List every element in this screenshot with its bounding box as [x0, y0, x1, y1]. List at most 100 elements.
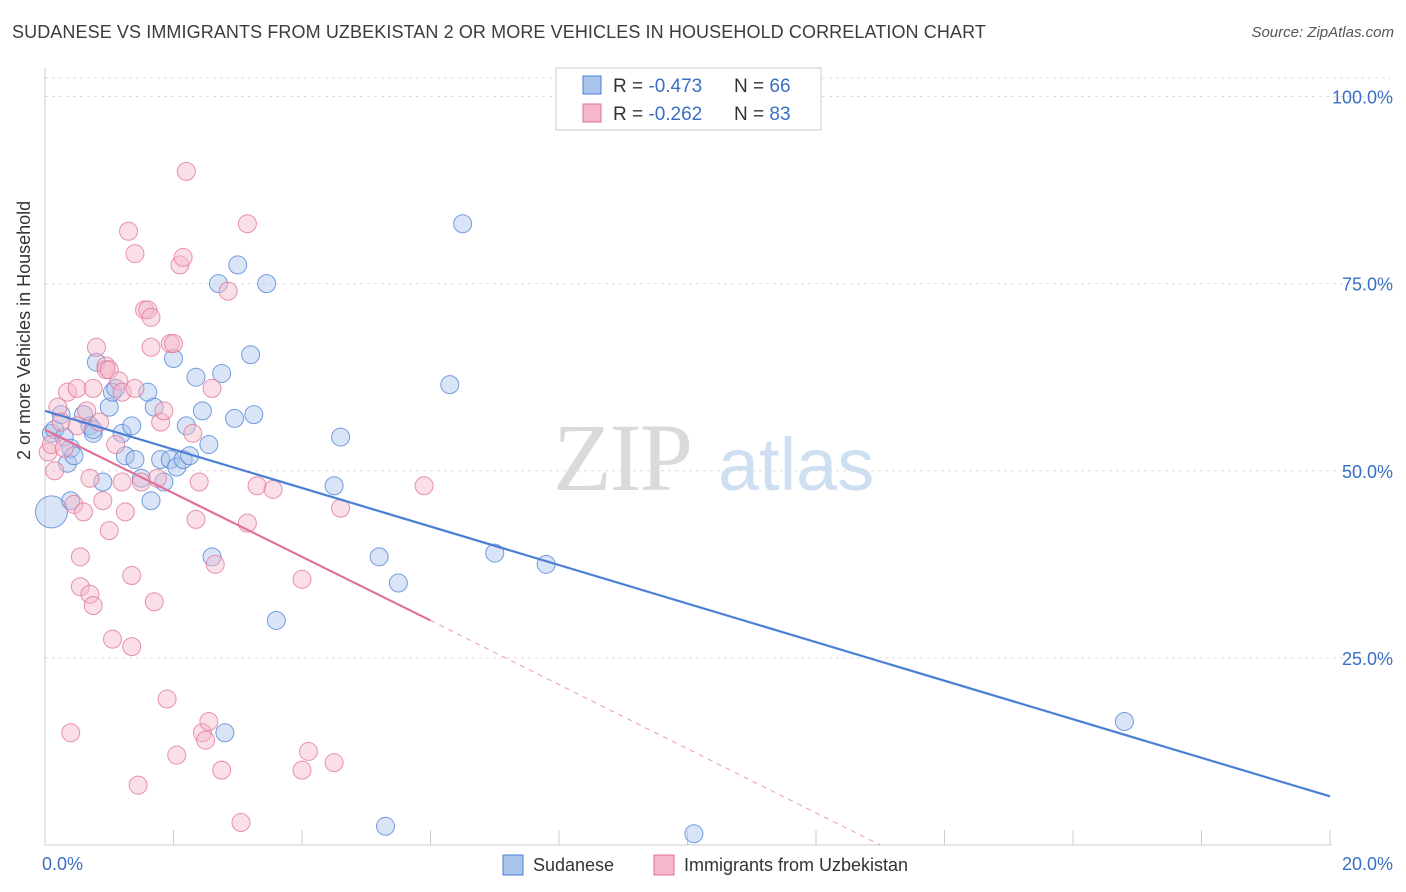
x-tick-label-1: 20.0%	[1342, 854, 1393, 874]
axes	[44, 68, 1332, 846]
point-sudanese-57	[1114, 711, 1134, 731]
point-uzbekistan-42	[141, 307, 161, 327]
point-uzbekistan-65	[237, 214, 257, 234]
point-uzbekistan-21	[93, 491, 113, 511]
point-uzbekistan-14	[77, 401, 97, 421]
point-uzbekistan-35	[125, 244, 145, 264]
legend-label-uzbekistan: Immigrants from Uzbekistan	[684, 855, 908, 875]
point-uzbekistan-32	[119, 221, 139, 241]
point-sudanese-7	[61, 491, 81, 511]
point-sudanese-20	[122, 416, 142, 436]
point-sudanese-34	[186, 367, 206, 387]
point-uzbekistan-17	[83, 595, 103, 615]
trend-line-1	[44, 428, 431, 622]
stats-swatch-sudanese	[582, 75, 602, 95]
data-points	[34, 161, 1134, 844]
point-sudanese-36	[199, 435, 219, 455]
point-uzbekistan-11	[70, 547, 90, 567]
point-sudanese-15	[99, 397, 119, 417]
point-uzbekistan-2	[45, 461, 65, 481]
y-tick-label-0: 25.0%	[1342, 649, 1393, 669]
series-legend: Sudanese Immigrants from Uzbekistan	[502, 854, 908, 876]
point-sudanese-47	[324, 476, 344, 496]
point-sudanese-9	[74, 405, 94, 425]
point-uzbekistan-71	[298, 741, 318, 761]
point-uzbekistan-34	[122, 637, 142, 657]
y-tick-label-3: 100.0%	[1332, 88, 1393, 108]
point-sudanese-24	[141, 491, 161, 511]
point-uzbekistan-59	[199, 711, 219, 731]
trend-lines	[44, 409, 1331, 846]
point-uzbekistan-33	[122, 566, 142, 586]
legend-swatch-sudanese	[502, 854, 524, 876]
point-uzbekistan-52	[173, 247, 193, 267]
point-sudanese-29	[164, 348, 183, 368]
legend-swatch-uzbekistan	[653, 854, 675, 876]
watermark: ZIP atlas	[553, 404, 874, 511]
point-uzbekistan-53	[176, 161, 196, 181]
point-sudanese-19	[115, 446, 135, 466]
point-sudanese-41	[225, 408, 245, 428]
point-uzbekistan-28	[109, 371, 129, 391]
point-uzbekistan-47	[157, 689, 177, 709]
point-uzbekistan-18	[83, 378, 103, 398]
point-uzbekistan-46	[154, 401, 174, 421]
point-uzbekistan-9	[67, 378, 87, 398]
point-uzbekistan-31	[115, 502, 135, 522]
stats-r-value-2: -0.262	[648, 104, 702, 125]
stats-legend: R = -0.473 N = 66 R = -0.262 N = 83	[555, 67, 822, 131]
point-uzbekistan-19	[86, 337, 106, 357]
point-uzbekistan-54	[183, 423, 203, 443]
svg-text:R = -0.473: R = -0.473	[613, 76, 702, 97]
point-uzbekistan-1	[41, 435, 61, 455]
point-sudanese-31	[173, 450, 193, 470]
point-sudanese-30	[167, 457, 187, 477]
point-uzbekistan-41	[141, 337, 161, 357]
point-uzbekistan-45	[151, 412, 171, 432]
point-uzbekistan-24	[99, 360, 119, 380]
point-sudanese-54	[485, 543, 505, 563]
svg-text:N = 83: N = 83	[734, 104, 791, 125]
point-uzbekistan-72	[324, 753, 344, 773]
point-sudanese-32	[176, 416, 196, 436]
point-uzbekistan-58	[196, 730, 216, 750]
point-sudanese-39	[212, 363, 232, 383]
stats-r-label-1: R =	[613, 76, 648, 97]
stats-n-value-1: 66	[769, 76, 790, 97]
point-uzbekistan-38	[131, 472, 151, 492]
point-sudanese-49	[369, 547, 389, 567]
point-sudanese-50	[376, 816, 396, 836]
point-uzbekistan-25	[99, 521, 119, 541]
point-uzbekistan-67	[247, 476, 267, 496]
point-uzbekistan-26	[102, 629, 122, 649]
point-uzbekistan-49	[164, 334, 183, 354]
source-label: Source: ZipAtlas.com	[1251, 24, 1394, 41]
point-uzbekistan-13	[74, 502, 94, 522]
x-tick-label-0: 0.0%	[42, 854, 83, 874]
point-sudanese-0	[34, 495, 68, 529]
point-uzbekistan-62	[212, 760, 232, 780]
watermark-atlas: atlas	[718, 423, 874, 506]
point-sudanese-56	[684, 824, 704, 844]
point-uzbekistan-55	[186, 509, 206, 529]
point-uzbekistan-43	[144, 592, 164, 612]
point-uzbekistan-56	[189, 472, 209, 492]
svg-text:R = -0.262: R = -0.262	[613, 104, 702, 125]
point-uzbekistan-8	[64, 494, 84, 514]
point-uzbekistan-30	[112, 472, 132, 492]
point-sudanese-55	[536, 554, 556, 574]
point-sudanese-21	[125, 450, 145, 470]
point-sudanese-16	[102, 382, 122, 402]
point-sudanese-42	[228, 255, 248, 275]
point-sudanese-26	[151, 450, 171, 470]
stats-r-value-1: -0.473	[648, 76, 702, 97]
stats-r-label-2: R =	[613, 104, 648, 125]
point-uzbekistan-70	[292, 760, 312, 780]
point-uzbekistan-63	[218, 281, 238, 301]
point-uzbekistan-16	[80, 468, 100, 488]
point-sudanese-40	[215, 723, 235, 743]
point-uzbekistan-3	[48, 397, 68, 417]
point-uzbekistan-6	[57, 382, 77, 402]
watermark-zip: ZIP	[553, 404, 691, 511]
